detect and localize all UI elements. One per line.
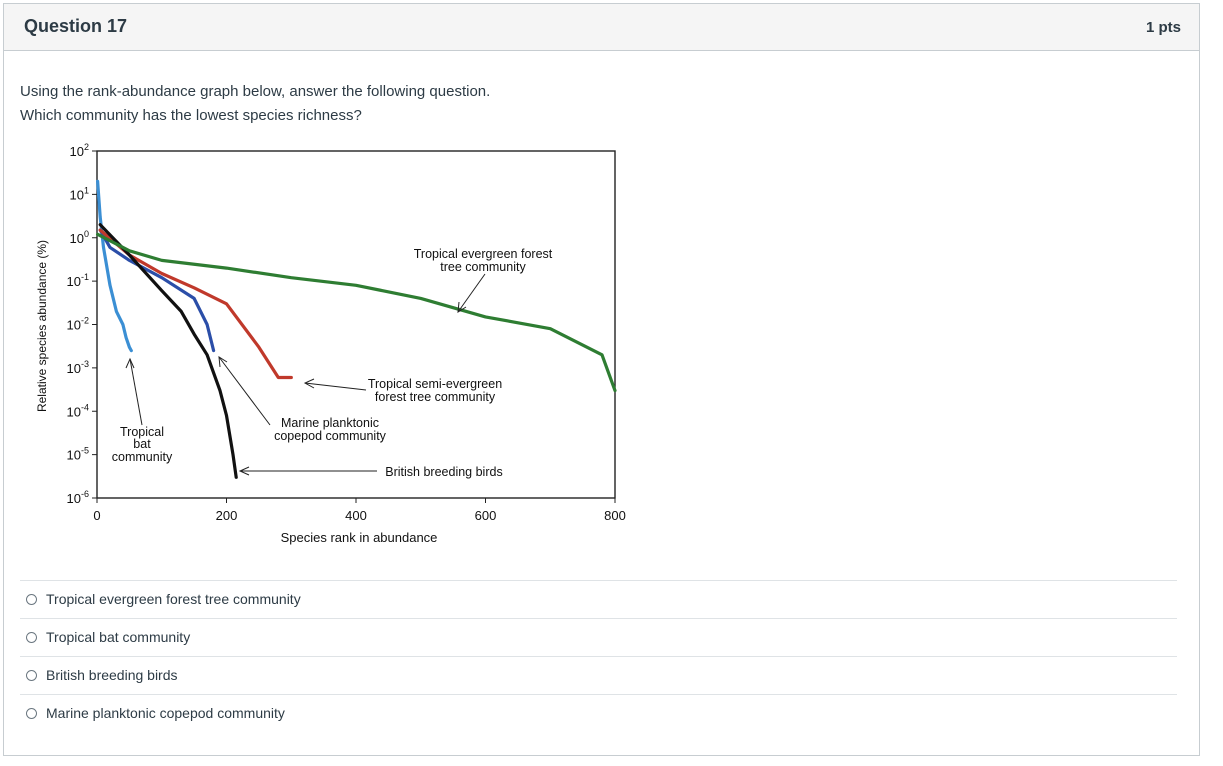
annotation-bat-line3: community [112, 450, 173, 464]
x-axis-label: Species rank in abundance [281, 530, 438, 545]
y-tick-label: 10-1 [67, 272, 89, 289]
answer-list: Tropical evergreen forest tree community… [20, 580, 1177, 732]
radio-button[interactable] [26, 708, 37, 719]
question-title: Question 17 [24, 16, 128, 36]
series-line-1 [98, 228, 216, 353]
answer-option[interactable]: Marine planktonic copepod community [20, 694, 1177, 732]
question-header: Question 17 1 pts [4, 4, 1199, 51]
radio-button[interactable] [26, 632, 37, 643]
arrow-birds-head [238, 466, 250, 476]
question-text: Using the rank-abundance graph below, an… [20, 80, 490, 128]
y-tick-label: 10-3 [67, 359, 89, 376]
question-text-line2: Which community has the lowest species r… [20, 107, 362, 124]
annotation-semievergreen-line1: Tropical semi-evergreen [368, 377, 502, 391]
arrow-bat [129, 358, 143, 426]
annotation-evergreen-line2: tree community [440, 260, 526, 274]
annotation-evergreen-line1: Tropical evergreen forest [414, 247, 553, 261]
y-tick-label: 10-5 [67, 446, 89, 463]
annotation-bat-line1: Tropical [120, 425, 164, 439]
y-tick-label: 101 [70, 185, 89, 202]
series-line-3 [98, 223, 238, 479]
answer-option[interactable]: Tropical bat community [20, 618, 1177, 656]
y-tick-label: 10-4 [67, 402, 89, 419]
annotation-birds: British breeding birds [385, 465, 502, 479]
question-points: 1 pts [1145, 19, 1181, 36]
arrow-evergreen-head [457, 301, 467, 313]
question-text-line1: Using the rank-abundance graph below, an… [20, 83, 491, 100]
arrow-evergreen [457, 273, 486, 313]
y-tick-label: 100 [70, 229, 89, 246]
radio-button[interactable] [26, 670, 37, 681]
answer-label[interactable]: British breeding birds [46, 667, 178, 683]
annotation-copepod-line2: copepod community [274, 429, 387, 443]
plot-frame [96, 150, 616, 499]
arrow-copepod [218, 356, 271, 426]
annotation-bat-line2: bat [133, 437, 151, 451]
answer-label[interactable]: Marine planktonic copepod community [46, 705, 285, 721]
x-tick-label: 200 [216, 508, 238, 523]
y-axis-label: Relative species abundance (%) [35, 240, 49, 412]
y-tick-label: 102 [70, 142, 89, 159]
x-tick-label: 600 [475, 508, 497, 523]
y-tick-label: 10-2 [67, 316, 89, 333]
annotation-semievergreen-line2: forest tree community [375, 390, 496, 404]
series-line-0 [95, 179, 133, 353]
x-tick-label: 400 [345, 508, 367, 523]
answer-option[interactable]: British breeding birds [20, 656, 1177, 694]
series-line-4 [95, 232, 617, 393]
question-card: Question 17 1 pts [3, 3, 1200, 756]
annotation-copepod-line1: Marine planktonic [281, 416, 379, 430]
rank-abundance-chart: 102 101 100 10-1 10-2 10-3 10-4 10-5 10-6 0 200 40… [35, 142, 626, 545]
arrow-copepod-head [218, 356, 228, 368]
arrow-semievergreen-head [303, 378, 315, 389]
x-tick-label: 800 [604, 508, 626, 523]
series-line-2 [98, 228, 293, 380]
answer-option[interactable]: Tropical evergreen forest tree community [20, 580, 1177, 618]
answer-label[interactable]: Tropical evergreen forest tree community [46, 591, 301, 607]
y-tick-label: 10-6 [67, 489, 89, 506]
x-tick-label: 0 [93, 508, 100, 523]
answer-label[interactable]: Tropical bat community [46, 629, 191, 645]
arrow-semievergreen [304, 382, 367, 391]
arrow-bat-head [125, 357, 135, 369]
radio-button[interactable] [26, 594, 37, 605]
rank-abundance-figure: 102 101 100 10-1 10-2 10-3 10-4 10-5 10-6 0 200 40… [30, 140, 630, 552]
